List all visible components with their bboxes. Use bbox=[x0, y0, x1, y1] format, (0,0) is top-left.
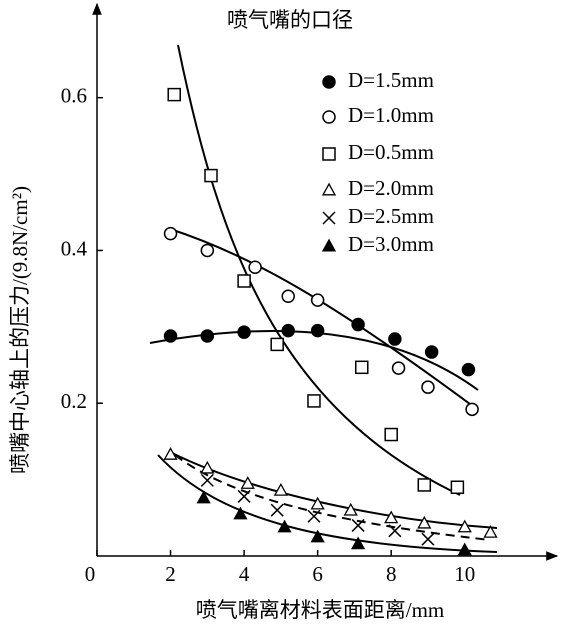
marker bbox=[461, 362, 476, 377]
y-tick-label: 0.2 bbox=[61, 389, 87, 413]
y-tick-label: 0.4 bbox=[61, 236, 88, 260]
marker bbox=[391, 361, 406, 375]
marker bbox=[196, 490, 211, 504]
chart-title: 喷气嘴的口径 bbox=[227, 8, 353, 32]
marker bbox=[248, 260, 262, 274]
marker bbox=[237, 274, 251, 288]
marker bbox=[351, 518, 365, 532]
marker bbox=[167, 87, 181, 102]
marker bbox=[270, 503, 284, 517]
marker bbox=[388, 332, 402, 346]
x-tick-label: 8 bbox=[386, 562, 397, 586]
marker bbox=[204, 168, 218, 183]
marker bbox=[424, 345, 439, 359]
marker bbox=[163, 447, 178, 460]
x-tick-label: 6 bbox=[312, 562, 323, 586]
marker bbox=[351, 317, 365, 332]
marker bbox=[343, 502, 358, 516]
marker bbox=[237, 325, 251, 339]
legend-label: D=2.0mm bbox=[348, 176, 434, 200]
y-axis-label: 喷嘴中心轴上的压力/(9.8N/cm²) bbox=[8, 186, 32, 474]
marker bbox=[421, 380, 435, 394]
x-tick-label: 2 bbox=[165, 562, 176, 586]
marker bbox=[281, 323, 295, 338]
y-tick-label: 0.6 bbox=[61, 83, 87, 107]
marker bbox=[355, 360, 369, 375]
legend-label: D=1.5mm bbox=[348, 68, 434, 92]
marker bbox=[417, 478, 432, 492]
marker bbox=[465, 402, 479, 417]
fit-curve bbox=[174, 454, 491, 541]
marker bbox=[417, 515, 432, 529]
marker bbox=[310, 496, 325, 510]
marker bbox=[200, 329, 215, 343]
marker bbox=[200, 460, 215, 474]
marker bbox=[270, 337, 284, 352]
legend-marker bbox=[322, 147, 336, 161]
marker bbox=[384, 510, 399, 524]
marker bbox=[200, 243, 215, 258]
marker bbox=[457, 542, 472, 556]
marker bbox=[310, 529, 325, 543]
legend-label: D=3.0mm bbox=[348, 232, 434, 256]
marker bbox=[350, 536, 366, 550]
legend-marker bbox=[322, 110, 336, 124]
marker bbox=[277, 519, 292, 533]
legend-marker bbox=[321, 182, 337, 196]
marker bbox=[163, 329, 178, 343]
x-tick-label: 4 bbox=[239, 562, 250, 586]
marker bbox=[163, 226, 178, 241]
marker bbox=[483, 524, 498, 538]
marker bbox=[384, 427, 398, 442]
marker bbox=[200, 473, 214, 487]
marker bbox=[307, 394, 321, 408]
marker bbox=[307, 509, 321, 523]
marker bbox=[237, 489, 251, 503]
marker bbox=[281, 289, 295, 304]
x-tick-label: 10 bbox=[454, 562, 475, 586]
marker bbox=[240, 476, 255, 489]
legend-label: D=0.5mm bbox=[348, 140, 434, 164]
marker bbox=[310, 323, 325, 338]
marker bbox=[450, 480, 465, 494]
x-axis-label: 喷气嘴离材料表面距离/mm bbox=[196, 598, 445, 622]
legend-label: D=1.0mm bbox=[348, 103, 434, 127]
marker bbox=[388, 524, 402, 538]
marker bbox=[457, 519, 472, 533]
legend-marker bbox=[322, 75, 336, 89]
marker bbox=[273, 482, 288, 496]
fit-curve bbox=[169, 228, 479, 411]
marker bbox=[233, 506, 248, 520]
legend-marker bbox=[322, 211, 336, 225]
marker bbox=[421, 532, 435, 546]
legend-marker bbox=[321, 238, 337, 252]
x-tick-label: 0 bbox=[85, 562, 96, 586]
marker bbox=[310, 293, 325, 307]
fit-curve bbox=[177, 44, 461, 496]
legend-label: D=2.5mm bbox=[348, 204, 434, 228]
